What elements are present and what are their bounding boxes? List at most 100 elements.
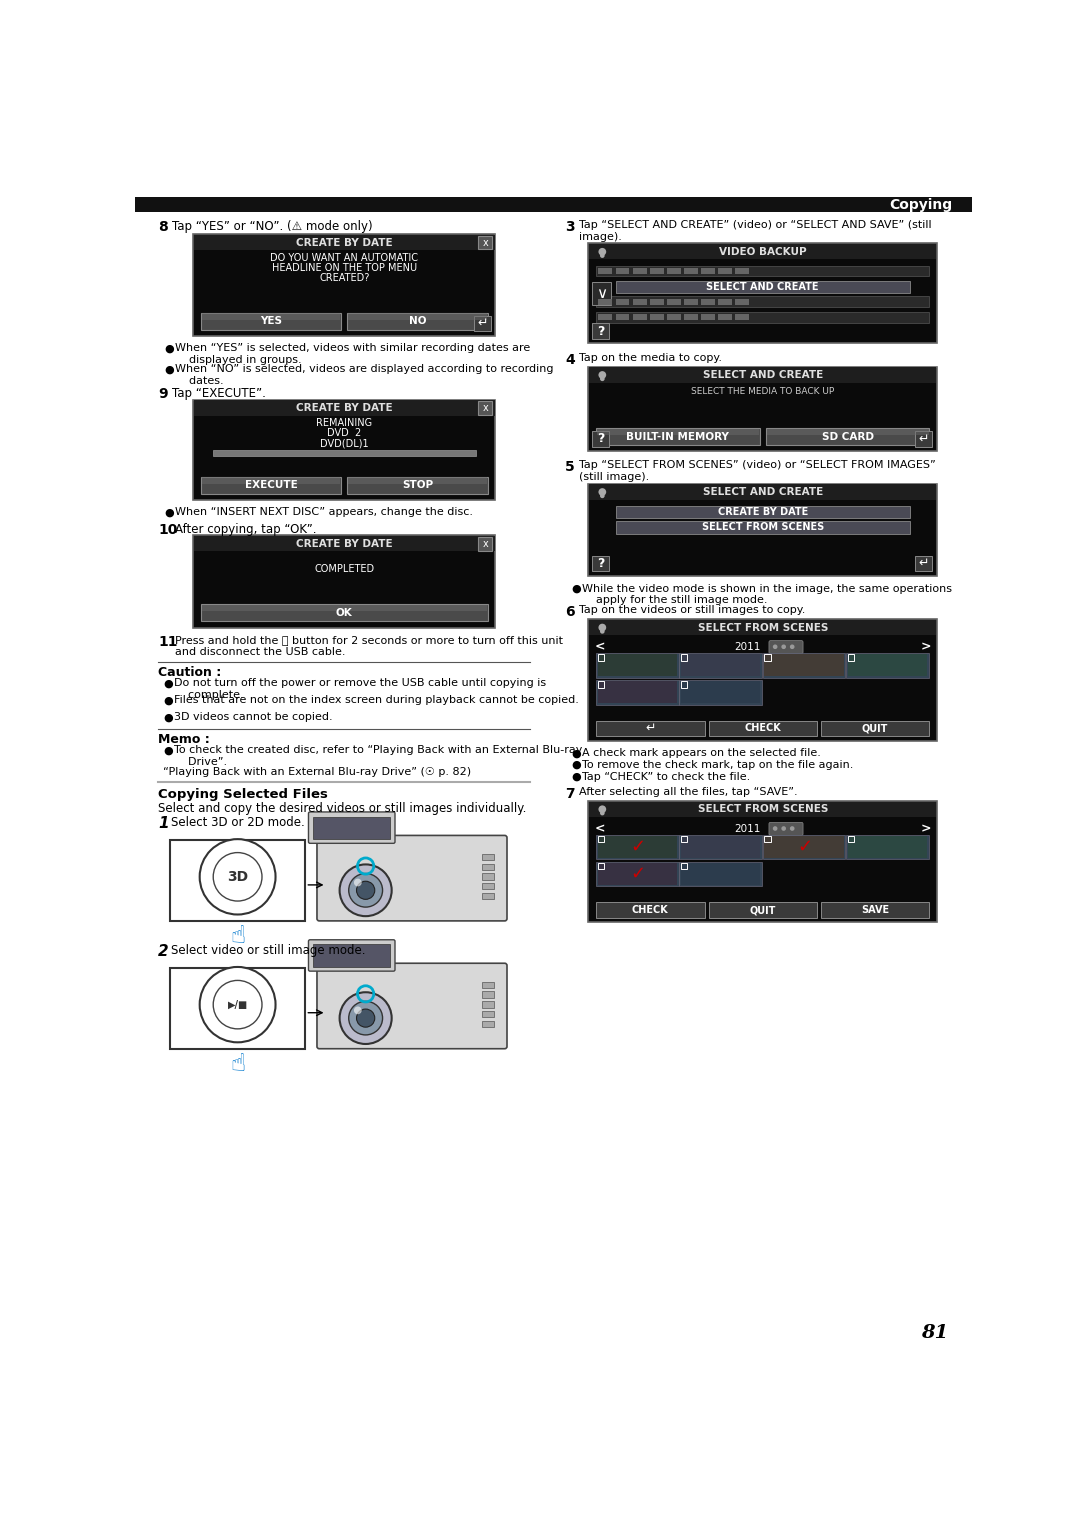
Text: SAVE: SAVE	[861, 906, 889, 915]
Text: HEADLINE ON THE TOP MENU: HEADLINE ON THE TOP MENU	[272, 263, 417, 272]
Bar	[597, 837, 677, 858]
Bar	[590, 620, 936, 635]
Bar	[633, 267, 647, 275]
Text: Tap on the videos or still images to copy.: Tap on the videos or still images to cop…	[579, 605, 806, 615]
Bar	[598, 315, 612, 321]
Bar	[681, 837, 760, 858]
Bar	[483, 982, 494, 988]
Bar	[708, 902, 816, 918]
Text: COMPLETED: COMPLETED	[314, 563, 375, 574]
Bar	[616, 267, 630, 275]
Text: STOP: STOP	[402, 479, 433, 490]
Bar	[483, 864, 494, 870]
Bar	[478, 235, 492, 249]
Text: SELECT FROM SCENES: SELECT FROM SCENES	[698, 805, 828, 814]
Bar	[597, 429, 759, 435]
Text: ☝: ☝	[230, 924, 245, 948]
Text: Copying: Copying	[890, 199, 953, 212]
Bar	[616, 299, 630, 305]
Text: Caution :: Caution :	[159, 666, 221, 680]
Text: <: <	[595, 822, 605, 835]
Bar	[596, 902, 704, 918]
Bar	[718, 299, 732, 305]
Bar	[193, 400, 496, 499]
Bar	[708, 721, 816, 736]
Bar	[596, 312, 930, 322]
Text: ∨: ∨	[596, 286, 607, 301]
Bar	[135, 197, 972, 212]
Circle shape	[598, 805, 606, 812]
Text: CREATE BY DATE: CREATE BY DATE	[296, 238, 392, 247]
Text: CHECK: CHECK	[632, 906, 669, 915]
Text: Tap “SELECT AND CREATE” (video) or “SELECT AND SAVE” (still
image).: Tap “SELECT AND CREATE” (video) or “SELE…	[579, 220, 932, 241]
Circle shape	[356, 1009, 375, 1028]
Text: ●: ●	[164, 507, 174, 518]
Circle shape	[354, 878, 362, 886]
Bar	[478, 402, 492, 415]
Bar	[649, 315, 663, 321]
Bar	[616, 315, 630, 321]
Text: x: x	[483, 403, 488, 414]
Bar	[483, 1002, 494, 1008]
Text: ✓: ✓	[797, 838, 812, 857]
Bar	[846, 654, 929, 678]
Text: Tap “EXECUTE”.: Tap “EXECUTE”.	[172, 388, 266, 400]
Text: REMAINING: REMAINING	[316, 418, 373, 428]
Text: SELECT AND CREATE: SELECT AND CREATE	[703, 487, 823, 496]
Bar	[681, 681, 760, 702]
Text: QUIT: QUIT	[750, 906, 775, 915]
Bar	[202, 605, 487, 611]
FancyBboxPatch shape	[769, 641, 804, 654]
Bar	[597, 681, 604, 687]
Circle shape	[600, 253, 605, 258]
Bar	[666, 315, 680, 321]
Bar	[679, 835, 762, 860]
Bar	[848, 655, 927, 676]
Text: 7: 7	[565, 786, 575, 802]
Text: ✓: ✓	[631, 838, 646, 857]
Bar	[170, 968, 306, 1049]
Bar	[848, 655, 854, 661]
Text: 3D: 3D	[227, 870, 248, 884]
Bar	[597, 655, 604, 661]
Text: SELECT AND CREATE: SELECT AND CREATE	[703, 370, 823, 380]
Bar	[170, 840, 306, 921]
Bar	[201, 313, 341, 330]
Bar	[633, 299, 647, 305]
Bar	[596, 861, 678, 886]
Bar	[483, 1011, 494, 1017]
Circle shape	[349, 1002, 382, 1035]
Text: When “INSERT NEXT DISC” appears, change the disc.: When “INSERT NEXT DISC” appears, change …	[175, 507, 473, 518]
Bar	[478, 536, 492, 551]
Bar	[767, 429, 929, 435]
Text: ?: ?	[597, 557, 605, 570]
Bar	[483, 893, 494, 899]
Circle shape	[598, 371, 606, 379]
Bar	[213, 450, 476, 457]
Circle shape	[600, 493, 605, 498]
Bar	[483, 991, 494, 999]
Text: x: x	[483, 539, 488, 548]
Text: SELECT FROM SCENES: SELECT FROM SCENES	[698, 623, 828, 632]
Bar	[666, 267, 680, 275]
Text: When “NO” is selected, videos are displayed according to recording
    dates.: When “NO” is selected, videos are displa…	[175, 365, 554, 386]
Bar	[597, 863, 677, 884]
Text: >: >	[920, 640, 931, 654]
Bar	[848, 837, 854, 843]
Bar	[483, 1020, 494, 1028]
Text: 3: 3	[565, 220, 575, 234]
Text: 2: 2	[159, 944, 168, 959]
Bar	[474, 316, 490, 331]
Text: ●: ●	[164, 365, 174, 374]
FancyBboxPatch shape	[309, 812, 395, 843]
Text: SELECT FROM SCENES: SELECT FROM SCENES	[702, 522, 824, 533]
Bar	[590, 368, 936, 383]
Bar	[596, 296, 930, 307]
Bar	[592, 556, 609, 571]
Bar	[348, 478, 487, 484]
Bar	[701, 267, 715, 275]
Bar	[596, 680, 678, 704]
Circle shape	[600, 811, 605, 815]
Text: ↵: ↵	[477, 318, 487, 330]
Text: ●: ●	[163, 695, 173, 705]
